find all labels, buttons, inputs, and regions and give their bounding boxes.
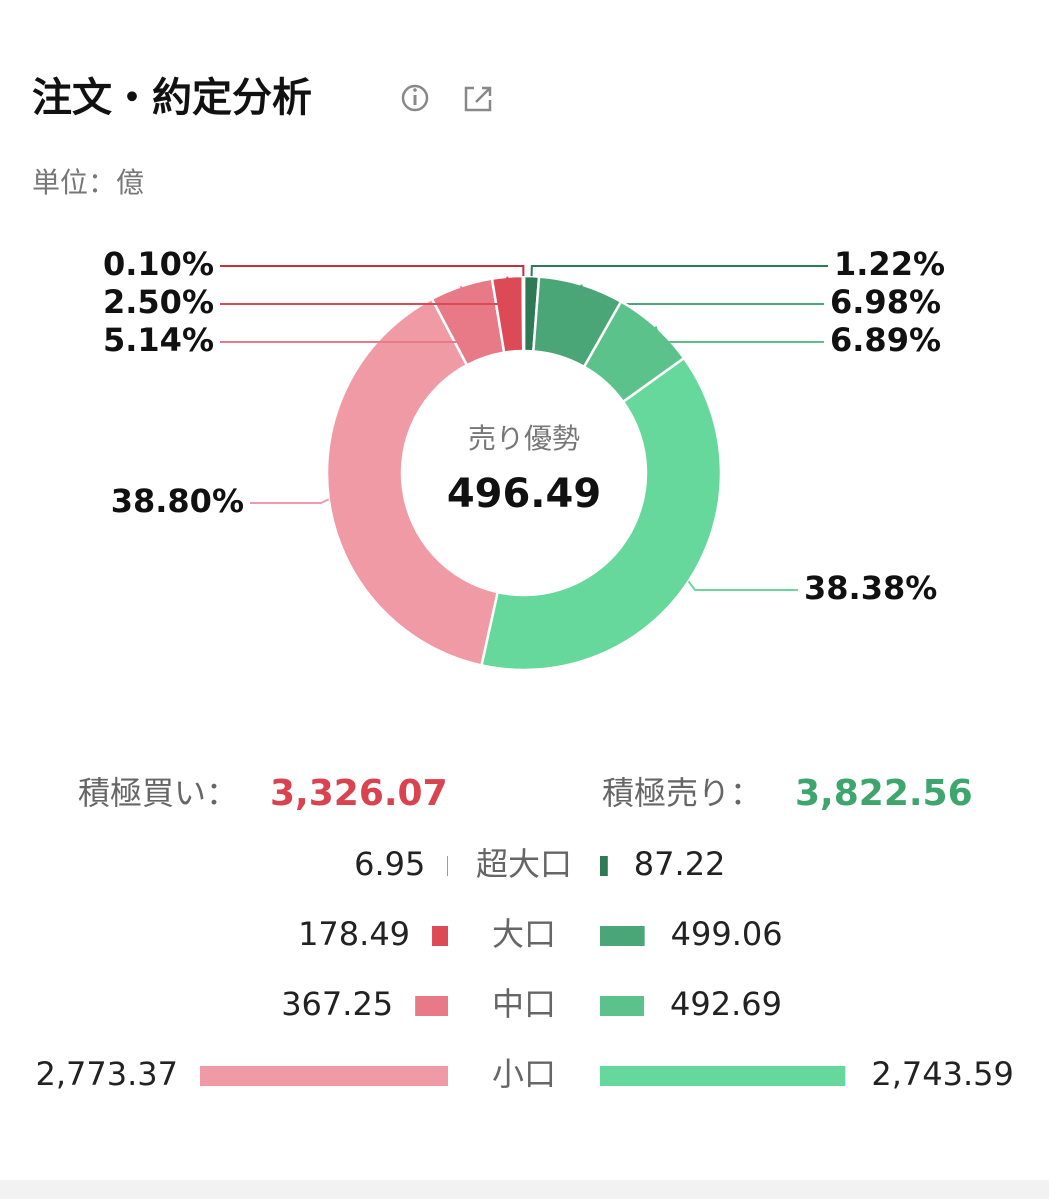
leader-line (580, 284, 824, 305)
footer-divider (0, 1180, 1049, 1199)
unit: 単位：億 (32, 166, 144, 199)
buy-value: 6.95 (354, 845, 425, 883)
percent-label: 5.14% (103, 321, 214, 359)
percent-label: 1.22% (834, 245, 945, 283)
buy-bar (432, 926, 448, 946)
leader-line (250, 498, 330, 504)
leader-line (654, 326, 824, 343)
buy-value: 2,773.37 (36, 1055, 179, 1093)
donut-chart: 1.22%6.98%6.89% 38.38% 38.80% 5.14%2.50%0.1… (103, 245, 945, 672)
buy-label: 積極買い： (78, 774, 238, 812)
leader-line (530, 265, 828, 277)
donut-segment (325, 297, 500, 667)
share-icon[interactable] (464, 86, 492, 112)
buy-bar (415, 996, 448, 1016)
sell-bar (600, 926, 645, 946)
row-label: 大口 (492, 915, 556, 953)
percent-label: 6.89% (830, 321, 941, 359)
buy-total: 3,326.07 (270, 773, 448, 814)
percent-label: 6.98% (830, 283, 941, 321)
percent-label: 0.10% (103, 245, 214, 283)
sell-value: 499.06 (671, 915, 783, 953)
buy-value: 178.49 (298, 915, 410, 953)
sell-value: 2,743.59 (871, 1055, 1014, 1093)
center-label: 売り優勢 (468, 422, 580, 455)
leader-line (220, 265, 525, 277)
buy-bar (447, 856, 448, 876)
sell-label: 積極売り： (602, 774, 762, 812)
leader-line (220, 276, 509, 305)
percent-label: 2.50% (103, 283, 214, 321)
buy-value: 367.25 (281, 985, 393, 1023)
sell-bar (600, 1066, 846, 1086)
donut-segment (521, 274, 526, 353)
row-label: 中口 (492, 985, 556, 1023)
center-value: 496.49 (447, 471, 601, 517)
sell-bar (600, 996, 645, 1016)
percent-label: 38.80% (111, 482, 244, 520)
sell-bar (600, 856, 608, 876)
leader-line (687, 580, 798, 591)
breakdown-table: 超大口 6.95 87.22 大口 178.49 499.06 中口 367.25 492.69… (36, 845, 1014, 1093)
sell-value: 87.22 (634, 845, 726, 883)
row-label: 超大口 (476, 845, 572, 883)
percent-label: 38.38% (804, 569, 937, 607)
buy-bar (200, 1066, 448, 1086)
title: 注文・約定分析 (32, 75, 312, 121)
row-label: 小口 (492, 1055, 556, 1093)
sell-value: 492.69 (670, 985, 782, 1023)
donut-segment (479, 356, 723, 672)
sell-total: 3,822.56 (795, 773, 973, 814)
info-icon[interactable] (401, 84, 429, 112)
